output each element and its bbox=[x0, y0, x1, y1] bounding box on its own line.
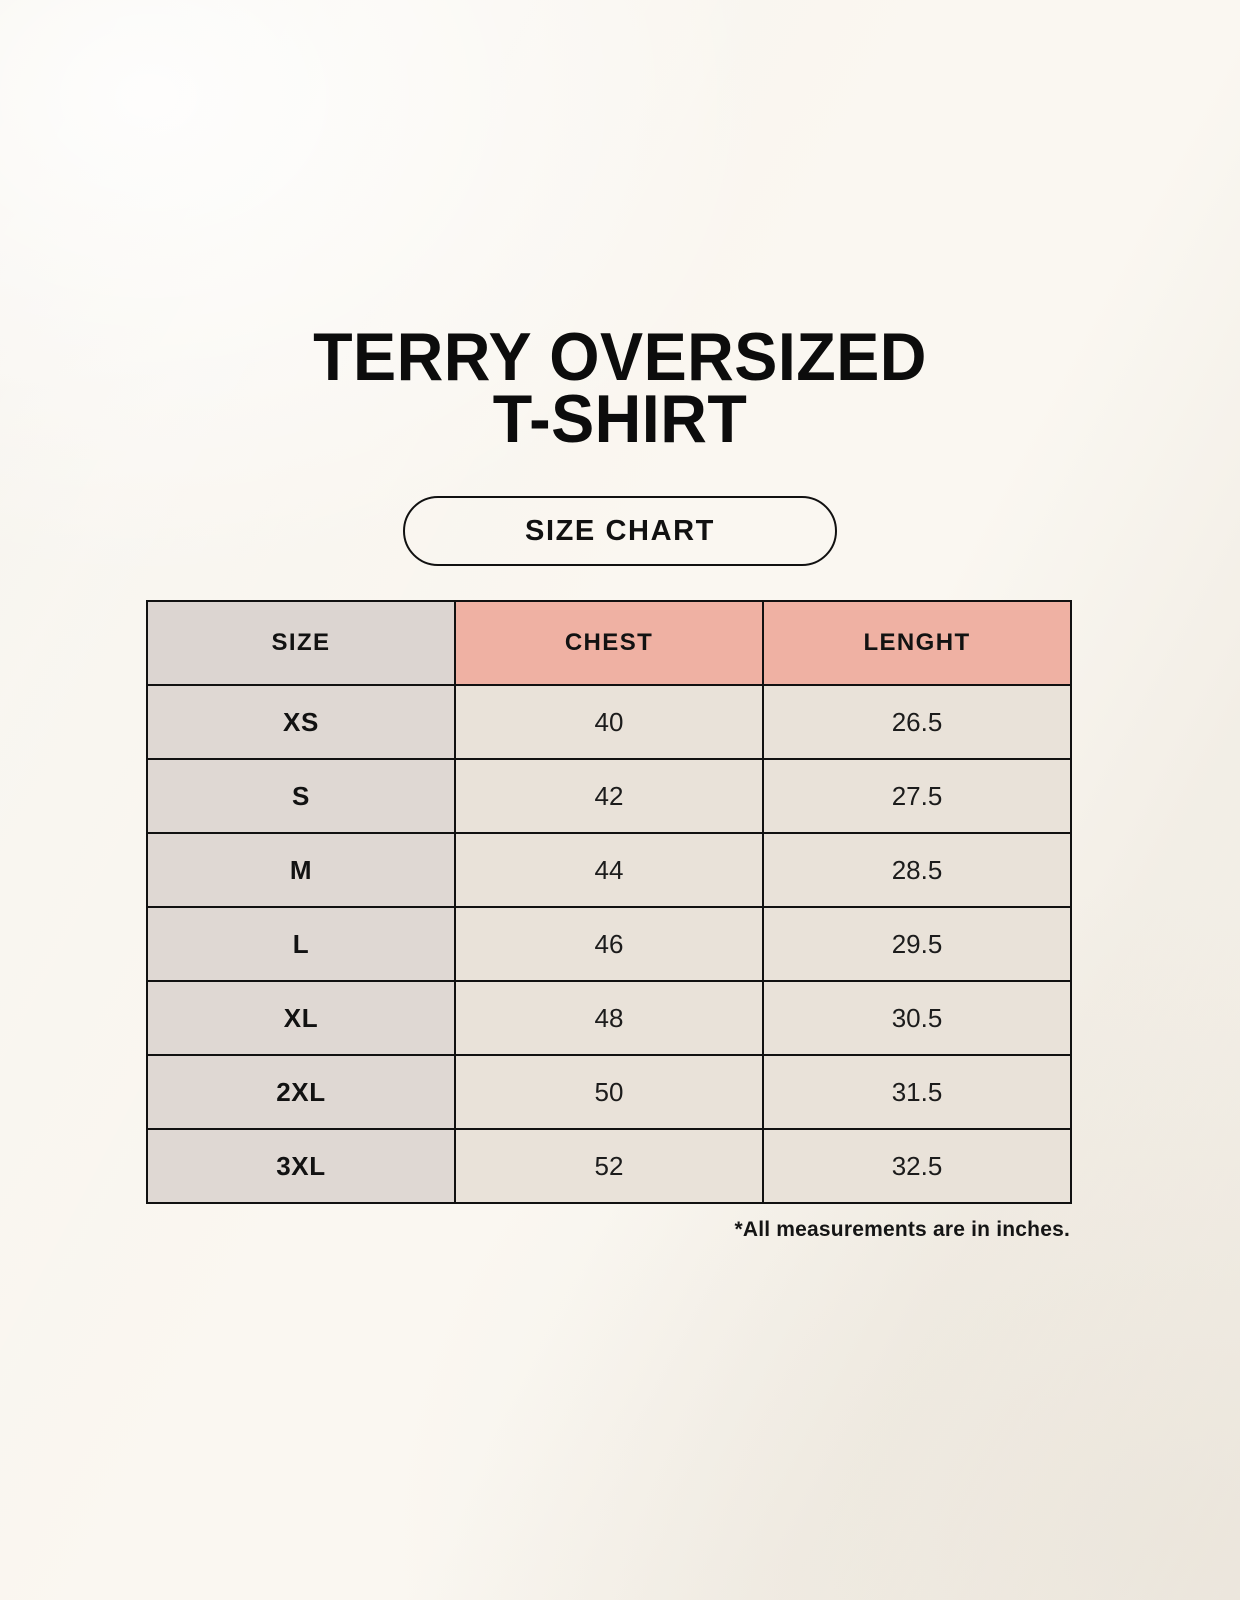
table-row: M 44 28.5 bbox=[146, 832, 1072, 908]
table-header-row: SIZE CHEST LENGHT bbox=[146, 600, 1072, 686]
cell-chest: 46 bbox=[454, 906, 764, 982]
cell-chest: 44 bbox=[454, 832, 764, 908]
cell-chest: 48 bbox=[454, 980, 764, 1056]
table-row: S 42 27.5 bbox=[146, 758, 1072, 834]
product-title-line-2: T-SHIRT bbox=[492, 381, 748, 457]
cell-length: 32.5 bbox=[762, 1128, 1072, 1204]
size-chart-badge: SIZE CHART bbox=[403, 496, 837, 566]
cell-length: 27.5 bbox=[762, 758, 1072, 834]
cell-size: M bbox=[146, 832, 456, 908]
cell-chest: 40 bbox=[454, 684, 764, 760]
size-table-wrapper: SIZE CHEST LENGHT XS 40 26.5 S 42 27.5 M bbox=[146, 600, 1072, 1204]
cell-size: 2XL bbox=[146, 1054, 456, 1130]
table-row: 3XL 52 32.5 bbox=[146, 1128, 1072, 1204]
size-chart-badge-label: SIZE CHART bbox=[525, 514, 715, 547]
column-header-length: LENGHT bbox=[762, 600, 1072, 686]
cell-size: XL bbox=[146, 980, 456, 1056]
table-row: XL 48 30.5 bbox=[146, 980, 1072, 1056]
table-row: 2XL 50 31.5 bbox=[146, 1054, 1072, 1130]
cell-length: 29.5 bbox=[762, 906, 1072, 982]
cell-size: 3XL bbox=[146, 1128, 456, 1204]
measurement-units-note: *All measurements are in inches. bbox=[734, 1218, 1070, 1241]
product-title: TERRY OVERSIZED T-SHIRT bbox=[31, 319, 1209, 457]
size-table: SIZE CHEST LENGHT XS 40 26.5 S 42 27.5 M bbox=[146, 600, 1072, 1204]
cell-size: XS bbox=[146, 684, 456, 760]
cell-chest: 42 bbox=[454, 758, 764, 834]
cell-size: L bbox=[146, 906, 456, 982]
size-table-head: SIZE CHEST LENGHT bbox=[146, 600, 1072, 686]
column-header-size: SIZE bbox=[146, 600, 456, 686]
table-row: L 46 29.5 bbox=[146, 906, 1072, 982]
cell-length: 30.5 bbox=[762, 980, 1072, 1056]
cell-length: 31.5 bbox=[762, 1054, 1072, 1130]
page-title: TERRY OVERSIZED T-SHIRT bbox=[0, 319, 1240, 457]
table-row: XS 40 26.5 bbox=[146, 684, 1072, 760]
product-title-line-1: TERRY OVERSIZED bbox=[313, 319, 927, 395]
cell-length: 28.5 bbox=[762, 832, 1072, 908]
cell-chest: 50 bbox=[454, 1054, 764, 1130]
size-table-body: XS 40 26.5 S 42 27.5 M 44 28.5 L 46 bbox=[146, 684, 1072, 1204]
cell-length: 26.5 bbox=[762, 684, 1072, 760]
size-chart-badge-wrapper: SIZE CHART bbox=[0, 496, 1240, 566]
cell-chest: 52 bbox=[454, 1128, 764, 1204]
column-header-chest: CHEST bbox=[454, 600, 764, 686]
cell-size: S bbox=[146, 758, 456, 834]
